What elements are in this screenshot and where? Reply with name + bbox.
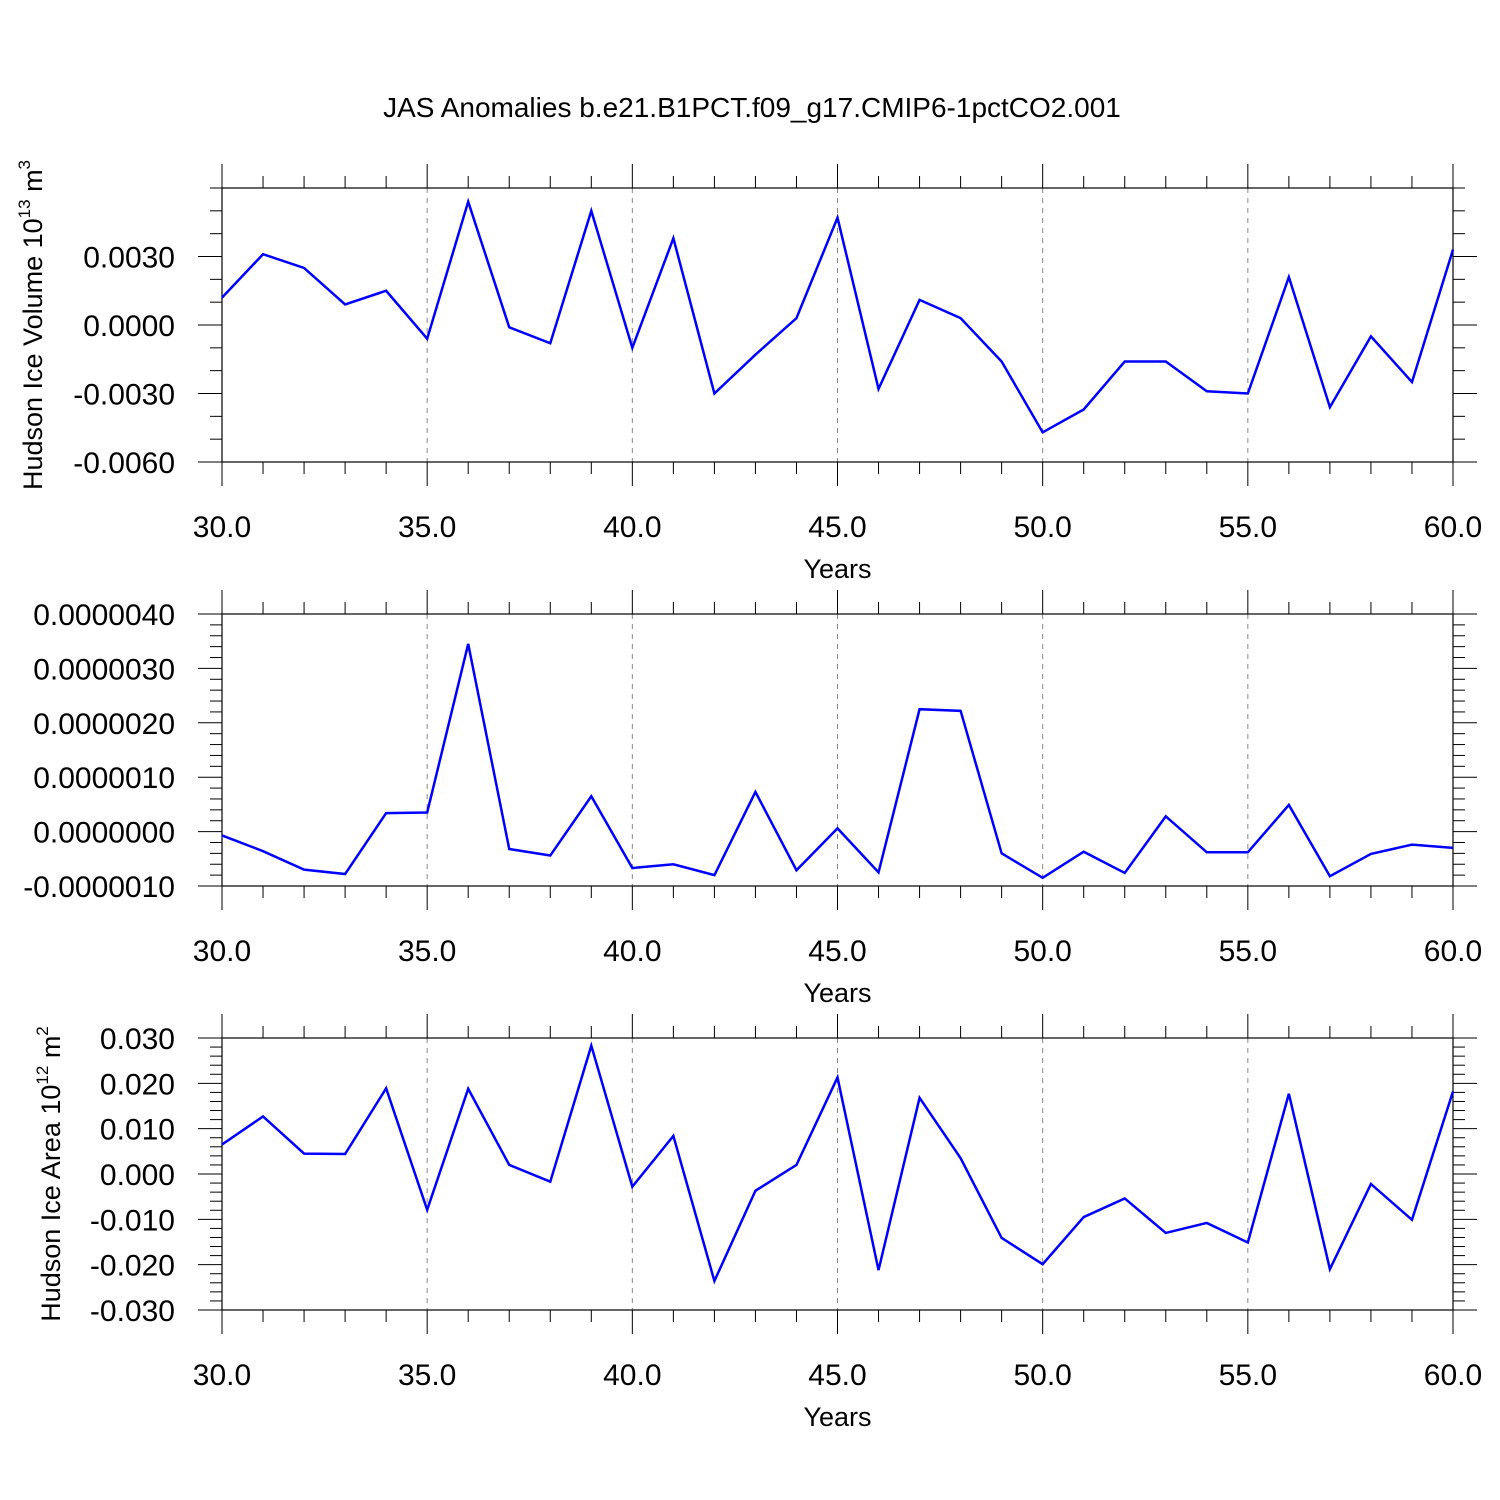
series-line: [221, 197, 1455, 435]
x-tick-label: 35.0: [398, 935, 456, 968]
y-tick-label: -0.010: [90, 1204, 175, 1237]
y-tick-label: 0.0000020: [33, 708, 175, 741]
x-tick-label: 35.0: [398, 1359, 456, 1392]
series-line: [221, 1041, 1455, 1285]
y-tick-label: 0.010: [100, 1114, 175, 1147]
x-tick-label: 50.0: [1013, 1359, 1071, 1392]
y-tick-label: 0.000: [100, 1159, 175, 1192]
y-tick-label: 0.0000000: [33, 817, 175, 850]
x-tick-label: 45.0: [808, 1359, 866, 1392]
x-tick-label: 30.0: [193, 511, 251, 544]
y-axis-title: Hudson Ice Area 1012 m2: [33, 1026, 66, 1322]
plot-frame: [221, 187, 1454, 463]
x-axis-title: Years: [803, 554, 871, 584]
x-tick-label: 40.0: [603, 511, 661, 544]
y-tick-label: 0.0000040: [33, 599, 175, 632]
x-tick-label: 30.0: [193, 935, 251, 968]
y-tick-label: 0.030: [100, 1023, 175, 1056]
panel-3: 30.0 35.0 40.0 45.0 50.0 55.0 60.0 0.030 0.020 0.…: [33, 1014, 1482, 1432]
x-tick-label: 55.0: [1219, 935, 1277, 968]
y-tick-label: -0.0030: [73, 379, 175, 412]
x-tick-label: 30.0: [193, 1359, 251, 1392]
x-axis-title: Years: [803, 978, 871, 1008]
y-tick-label: 0.0000030: [33, 653, 175, 686]
y-tick-label: -0.020: [90, 1250, 175, 1283]
panel-2: 30.0 35.0 40.0 45.0 50.0 55.0 60.0 0.0000040 0.0…: [23, 590, 1482, 1008]
x-tick-label: 40.0: [603, 935, 661, 968]
x-tick-label: 45.0: [808, 935, 866, 968]
panel-1: 30.0 35.0 40.0 45.0 50.0 55.0 60.0 0.0030 0.0000…: [15, 160, 1482, 584]
x-tick-label: 55.0: [1219, 1359, 1277, 1392]
x-tick-label: 55.0: [1219, 511, 1277, 544]
x-tick-label: 60.0: [1424, 935, 1482, 968]
x-axis-title: Years: [803, 1402, 871, 1432]
x-tick-label: 50.0: [1013, 935, 1071, 968]
x-tick-label: 50.0: [1013, 511, 1071, 544]
y-tick-label: -0.0060: [73, 447, 175, 480]
y-tick-label: -0.0000010: [23, 871, 175, 904]
x-tick-label: 60.0: [1424, 511, 1482, 544]
y-tick-label: 0.0000: [83, 310, 175, 343]
plot-frame: [221, 1037, 1454, 1311]
series-line: [221, 643, 1454, 880]
chart-title: JAS Anomalies b.e21.B1PCT.f09_g17.CMIP6-…: [383, 92, 1121, 123]
x-tick-label: 60.0: [1424, 1359, 1482, 1392]
y-tick-label: 0.0030: [83, 242, 175, 275]
y-tick-label: 0.0000010: [33, 762, 175, 795]
plot-frame: [221, 613, 1454, 887]
y-tick-label: 0.020: [100, 1068, 175, 1101]
x-tick-label: 35.0: [398, 511, 456, 544]
x-tick-label: 40.0: [603, 1359, 661, 1392]
y-tick-label: -0.030: [90, 1295, 175, 1328]
panels: 30.0 35.0 40.0 45.0 50.0 55.0 60.00.00300.0000…: [15, 160, 1482, 1432]
x-tick-label: 45.0: [808, 511, 866, 544]
y-axis-title: Hudson Ice Volume 1013 m3: [15, 160, 48, 490]
